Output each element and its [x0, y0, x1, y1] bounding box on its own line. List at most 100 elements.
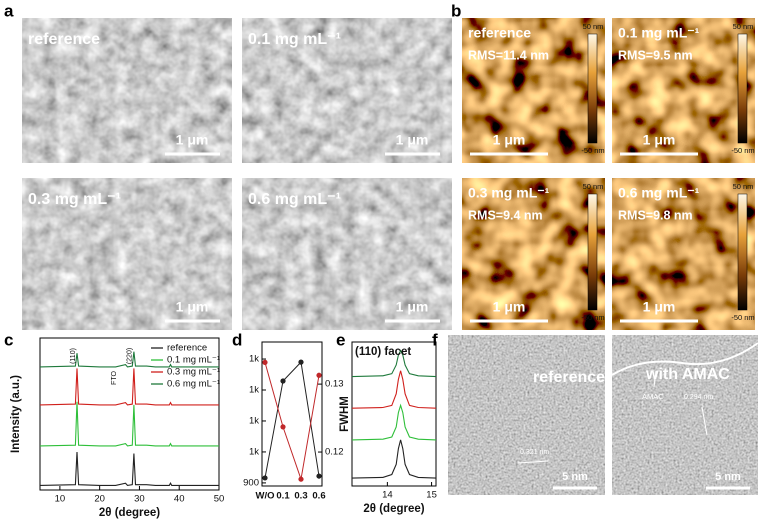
colorbar-max: 50 nm	[583, 22, 604, 31]
annotation: AMAC	[642, 392, 664, 401]
rms-label: RMS=9.8 nm	[618, 208, 693, 222]
scale-bar-label: 1 μm	[643, 132, 676, 148]
colorbar	[737, 33, 748, 144]
data-point	[262, 475, 268, 481]
plot-frame	[351, 341, 437, 487]
image-label: 0.6 mg mL⁻¹	[248, 191, 341, 208]
image-label: 0.1 mg mL⁻¹	[618, 25, 700, 41]
afm-image	[462, 18, 605, 163]
tem-image	[448, 335, 605, 495]
x-tick-label: 50	[214, 494, 225, 505]
y-tick-label: 1k	[249, 354, 259, 365]
panel-label: a	[4, 1, 14, 20]
legend-label: 0.6 mg mL⁻¹	[167, 379, 220, 390]
data-line	[264, 362, 320, 480]
image-label: reference	[468, 25, 531, 41]
y2-axis-label: FWHM	[339, 396, 351, 432]
scale-bar-label: 5 nm	[715, 471, 741, 483]
rms-label: RMS=9.5 nm	[618, 48, 693, 62]
legend-label: 0.1 mg mL⁻¹	[167, 355, 220, 366]
y-tick-label: 900	[243, 477, 259, 488]
scale-bar-label: 1 μm	[176, 132, 209, 148]
data-line	[39, 368, 219, 406]
x-tick-label: 0.3	[294, 491, 307, 502]
panel-label: c	[4, 330, 13, 349]
data-point	[280, 424, 286, 430]
lattice-spacing: 0.321 nm	[520, 449, 549, 456]
rms-label: RMS=11.4 nm	[468, 48, 549, 62]
lattice-marker	[701, 406, 708, 436]
x-tick-label: W/O	[256, 491, 275, 502]
x-axis-label: 2θ (degree)	[99, 507, 160, 519]
afm-image	[612, 18, 755, 163]
data-line	[39, 351, 219, 368]
colorbar-max: 50 nm	[733, 22, 754, 31]
data-line	[264, 361, 320, 479]
x-tick-label: 10	[55, 494, 66, 505]
x-tick-label: 15	[426, 490, 437, 501]
scale-bar-label: 1 μm	[396, 299, 429, 315]
sem-image	[242, 178, 452, 330]
panel-label: b	[451, 1, 461, 20]
data-point	[280, 378, 286, 384]
colorbar-min: -50 nm	[731, 146, 754, 155]
y2-tick-label: 0.13	[325, 379, 344, 390]
scale-bar-label: 1 μm	[396, 132, 429, 148]
peak-annotation: (220)	[127, 348, 134, 364]
y-axis-label: Intensity (a.u.)	[10, 375, 22, 453]
data-point	[298, 359, 304, 365]
data-line	[39, 401, 219, 447]
x-tick-label: 14	[382, 490, 393, 501]
scale-bar-label: 1 μm	[493, 132, 526, 148]
lattice-spacing: 0.294 nm	[684, 394, 713, 401]
image-label: 0.1 mg mL⁻¹	[248, 31, 341, 48]
data-line	[39, 451, 219, 486]
sem-image	[22, 18, 232, 163]
x-axis-label: 2θ (degree)	[363, 503, 424, 515]
sem-image	[22, 178, 232, 330]
peak-annotation: (110)	[70, 348, 77, 364]
colorbar	[587, 193, 598, 311]
image-label: 0.6 mg mL⁻¹	[618, 185, 700, 201]
colorbar	[587, 33, 598, 144]
data-line	[351, 349, 437, 378]
data-point	[262, 359, 268, 365]
x-tick-label: 0.6	[312, 491, 325, 502]
image-label: reference	[533, 369, 605, 386]
rms-label: RMS=9.4 nm	[468, 208, 543, 222]
data-point	[316, 372, 322, 378]
interface-line	[611, 342, 759, 376]
data-line	[351, 403, 437, 441]
colorbar-max: 50 nm	[733, 182, 754, 191]
plot-frame	[261, 341, 323, 487]
x-tick-label: 20	[94, 494, 105, 505]
scale-bar-label: 1 μm	[643, 299, 676, 315]
y-tick-label: 1k	[249, 415, 259, 426]
colorbar-min: -50 nm	[731, 313, 754, 322]
chart-title: (110) facet	[355, 346, 411, 358]
annotation-pointer	[653, 370, 657, 388]
y-tick-label: 1k	[249, 385, 259, 396]
x-tick-label: 30	[134, 494, 145, 505]
peak-annotation: FTO	[111, 371, 118, 385]
image-label: 0.3 mg mL⁻¹	[468, 185, 550, 201]
data-point	[316, 473, 322, 479]
panel-label: f	[432, 330, 438, 349]
afm-image	[462, 178, 605, 330]
colorbar	[737, 193, 748, 311]
panel-label: d	[232, 330, 242, 349]
scale-bar-label: 1 μm	[176, 299, 209, 315]
scale-bar-label: 1 μm	[493, 299, 526, 315]
legend-label: reference	[167, 343, 207, 354]
colorbar-max: 50 nm	[583, 182, 604, 191]
tem-image	[612, 335, 758, 495]
panel-label: e	[336, 330, 345, 349]
lattice-marker	[517, 460, 549, 464]
data-line	[351, 439, 437, 479]
y2-tick-label: 0.12	[325, 447, 344, 458]
x-tick-label: 40	[174, 494, 185, 505]
legend-label: 0.3 mg mL⁻¹	[167, 367, 220, 378]
image-label: reference	[28, 31, 100, 48]
data-line	[351, 370, 437, 409]
